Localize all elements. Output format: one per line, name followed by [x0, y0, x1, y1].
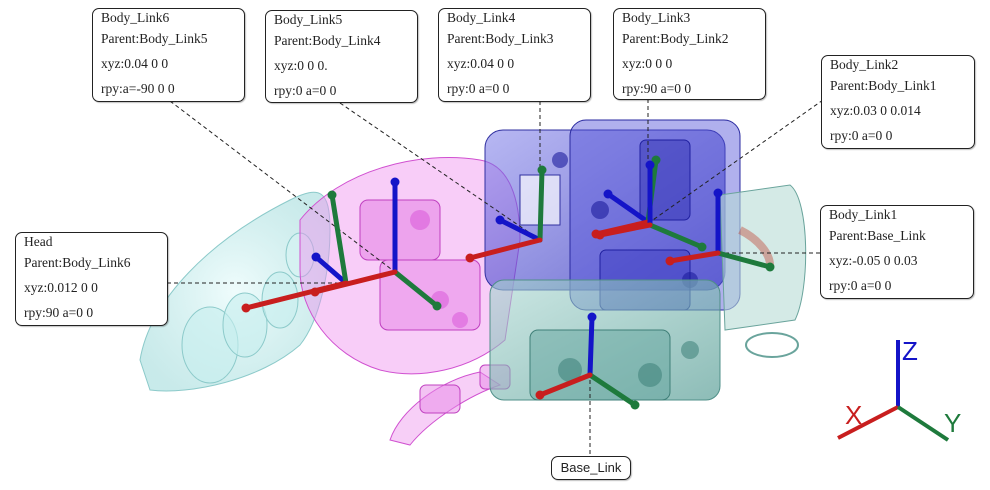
- link-xyz: xyz:0.03 0 0.014: [830, 103, 921, 118]
- body-link1-frame-x-axis: [667, 250, 721, 264]
- leader-body-link2: [649, 99, 824, 223]
- body-link5-frame-x-tip: [465, 253, 475, 263]
- legend-x-axis: [837, 405, 899, 440]
- link-name: Body_Link1: [829, 207, 898, 222]
- body-link6-frame-y-tip: [432, 301, 442, 311]
- base-link-frame-z-tip: [587, 312, 597, 322]
- link-rpy: rpy:0 a=0 0: [447, 81, 510, 96]
- callout-body-link5: Body_Link5 Parent:Body_Link4 xyz:0 0 0. …: [265, 10, 418, 103]
- link-xyz: xyz:0.012 0 0: [24, 280, 98, 295]
- body-link5-frame-z-axis: [497, 217, 543, 243]
- link-rpy: rpy:0 a=0 0: [829, 278, 892, 293]
- neck-part: [299, 157, 521, 446]
- base-link-frame-y-tip: [630, 400, 640, 410]
- link-name: Body_Link4: [447, 10, 516, 25]
- body-link5-frame-y-axis: [537, 167, 545, 243]
- body-link2-frame-y-tip: [697, 242, 707, 252]
- head-frame-z-axis: [313, 254, 349, 286]
- body-link3-frame-z-tip: [603, 189, 613, 199]
- callout-head: Head Parent:Body_Link6 xyz:0.012 0 0 rpy…: [15, 232, 168, 326]
- link-xyz: xyz:-0.05 0 0.03: [829, 253, 918, 268]
- base-link-frame-x-tip: [535, 390, 545, 400]
- body-link2-frame-x-axis: [597, 222, 653, 238]
- legend-y-axis: [896, 405, 950, 442]
- leader-body-link6: [169, 100, 396, 273]
- link-parent: Parent:Base_Link: [829, 228, 926, 243]
- callout-body-link6: Body_Link6 Parent:Body_Link5 xyz:0.04 0 …: [92, 8, 245, 102]
- callout-body-link1: Body_Link1 Parent:Base_Link xyz:-0.05 0 …: [820, 205, 974, 299]
- link-name: Body_Link2: [830, 57, 899, 72]
- base-link-frame-y-axis: [587, 372, 638, 408]
- head-part: [139, 191, 331, 392]
- link-parent: Parent:Body_Link6: [24, 255, 131, 270]
- link-xyz: xyz:0 0 0: [622, 56, 673, 71]
- link-name: Head: [24, 234, 53, 249]
- base-part: [489, 184, 807, 401]
- link-rpy: rpy:0 a=0 0: [830, 128, 893, 143]
- link-xyz: xyz:0 0 0.: [274, 58, 328, 73]
- link-name: Body_Link5: [274, 12, 343, 27]
- legend-x-label: X: [845, 400, 862, 430]
- head-frame-x-tip: [241, 303, 251, 313]
- link-rpy: rpy:0 a=0 0: [274, 83, 337, 98]
- body-link3-frame-z-axis: [605, 191, 651, 225]
- body-link6-frame-y-axis: [392, 269, 440, 309]
- link-parent: Parent:Body_Link4: [274, 33, 381, 48]
- base-link-frame-z-axis: [587, 314, 595, 378]
- body-link6-frame-x-axis: [312, 269, 398, 295]
- link-name: Body_Link3: [622, 10, 691, 25]
- body-link1-frame-y-axis: [715, 250, 773, 270]
- head-frame-z-tip: [311, 252, 321, 262]
- body-link1-frame-z-tip: [713, 188, 723, 198]
- body-link5-frame-z-tip: [495, 215, 505, 225]
- link-parent: Parent:Body_Link2: [622, 31, 729, 46]
- link-name: Body_Link6: [101, 10, 170, 25]
- body-link1-frame-y-tip: [765, 262, 775, 272]
- body-link2-frame-x-tip: [595, 230, 605, 240]
- link-xyz: xyz:0.04 0 0: [447, 56, 515, 71]
- body-link6-frame-x-tip: [310, 287, 320, 297]
- legend-y-label: Y: [944, 408, 961, 438]
- link-parent: Parent:Body_Link3: [447, 31, 554, 46]
- body-link6-frame-z-tip: [390, 177, 400, 187]
- callout-body-link2: Body_Link2 Parent:Body_Link1 xyz:0.03 0 …: [821, 55, 975, 149]
- link-xyz: xyz:0.04 0 0: [101, 56, 169, 71]
- body-link5-frame-y-tip: [537, 165, 547, 175]
- head-frame-y-axis: [329, 192, 349, 286]
- coordinate-frames: [241, 155, 775, 410]
- callout-body-link4: Body_Link4 Parent:Body_Link3 xyz:0.04 0 …: [438, 8, 591, 102]
- body-link2-frame-y-axis: [647, 222, 705, 250]
- body-link5-frame-x-axis: [467, 237, 543, 261]
- link-parent: Parent:Body_Link5: [101, 31, 208, 46]
- body-link1-frame-x-tip: [665, 256, 675, 266]
- body-link3-frame-y-tip: [651, 155, 661, 165]
- link-parent: Parent:Body_Link1: [830, 78, 937, 93]
- axis-legend: Z X Y: [837, 336, 961, 442]
- callout-base-link: Base_Link: [551, 456, 631, 480]
- body-link2-frame-z-tip: [645, 160, 655, 170]
- link-rpy: rpy:90 a=0 0: [24, 305, 94, 320]
- base-link-frame-x-axis: [537, 372, 593, 398]
- link-rpy: rpy:a=-90 0 0: [101, 81, 175, 96]
- callout-body-link3: Body_Link3 Parent:Body_Link2 xyz:0 0 0 r…: [613, 8, 766, 100]
- link-rpy: rpy:90 a=0 0: [622, 81, 692, 96]
- legend-z-label: Z: [902, 336, 918, 366]
- leader-body-link5: [339, 102, 541, 241]
- head-frame-y-tip: [327, 190, 337, 200]
